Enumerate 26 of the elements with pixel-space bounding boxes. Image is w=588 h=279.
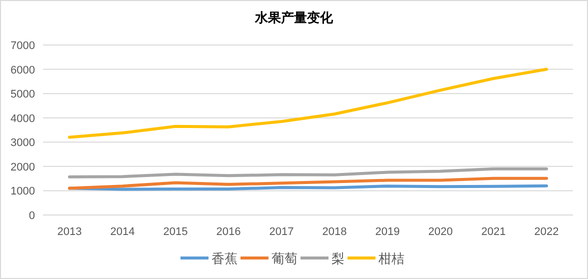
- x-tick-label: 2014: [110, 226, 135, 238]
- x-tick-label: 2015: [163, 226, 188, 238]
- x-tick-label: 2022: [534, 226, 559, 238]
- x-tick-label: 2017: [269, 226, 294, 238]
- x-tick-label: 2016: [216, 226, 241, 238]
- x-tick-label: 2018: [322, 226, 347, 238]
- y-tick-label: 5000: [10, 88, 35, 101]
- legend-label: 葡萄: [272, 251, 298, 266]
- y-tick-label: 7000: [10, 40, 35, 52]
- x-tick-label: 2019: [375, 226, 400, 238]
- legend-label: 梨: [332, 251, 344, 266]
- y-tick-label: 0: [28, 210, 35, 222]
- y-tick-label: 2000: [10, 161, 35, 174]
- legend-label: 柑桔: [378, 251, 404, 266]
- x-tick-label: 2021: [481, 226, 506, 238]
- legend-label: 香蕉: [212, 251, 238, 266]
- y-tick-label: 6000: [10, 64, 35, 76]
- line-series: [68, 167, 548, 178]
- y-tick-label: 1000: [10, 186, 35, 198]
- line-series: [68, 68, 548, 139]
- y-tick-label: 4000: [10, 112, 35, 125]
- x-tick-label: 2013: [57, 226, 82, 238]
- chart-title: 水果产量变化: [254, 10, 334, 25]
- y-tick-label: 3000: [10, 137, 35, 150]
- x-tick-label: 2020: [428, 226, 453, 238]
- line-series: [68, 176, 548, 190]
